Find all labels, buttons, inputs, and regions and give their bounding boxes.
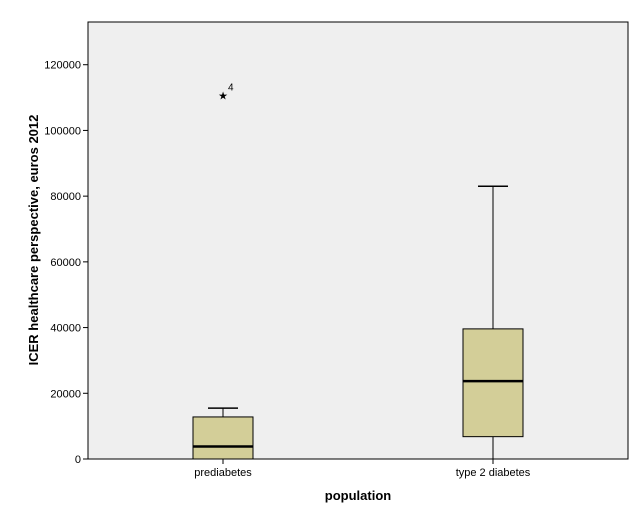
plot-area — [87, 21, 629, 460]
y-tick-label-6: 120000 — [44, 60, 81, 72]
y-tick-label-2: 40000 — [50, 323, 81, 335]
y-tick-label-5: 100000 — [44, 125, 81, 137]
outlier-star-0-0: ★ — [218, 89, 228, 102]
iqr-box-0 — [192, 416, 254, 460]
box-0: ★4 — [192, 82, 254, 460]
y-axis-title: ICER healthcare perspective, euros 2012 — [26, 115, 41, 366]
x-axis-title: population — [325, 488, 391, 503]
x-tick-label-0: prediabetes — [194, 467, 252, 479]
x-axis: prediabetes type 2 diabetes — [194, 459, 531, 479]
y-axis: 0 20000 40000 60000 80000 100000 120000 — [44, 60, 88, 466]
box-1 — [462, 185, 524, 459]
x-tick-label-1: type 2 diabetes — [456, 467, 531, 479]
y-tick-label-1: 20000 — [50, 388, 81, 400]
y-tick-label-4: 80000 — [50, 191, 81, 203]
boxes: ★4 — [192, 82, 524, 460]
outlier-label-0-0: 4 — [228, 82, 234, 93]
y-tick-label-3: 60000 — [50, 257, 81, 269]
iqr-box-1 — [462, 328, 524, 438]
y-tick-label-0: 0 — [75, 454, 81, 466]
